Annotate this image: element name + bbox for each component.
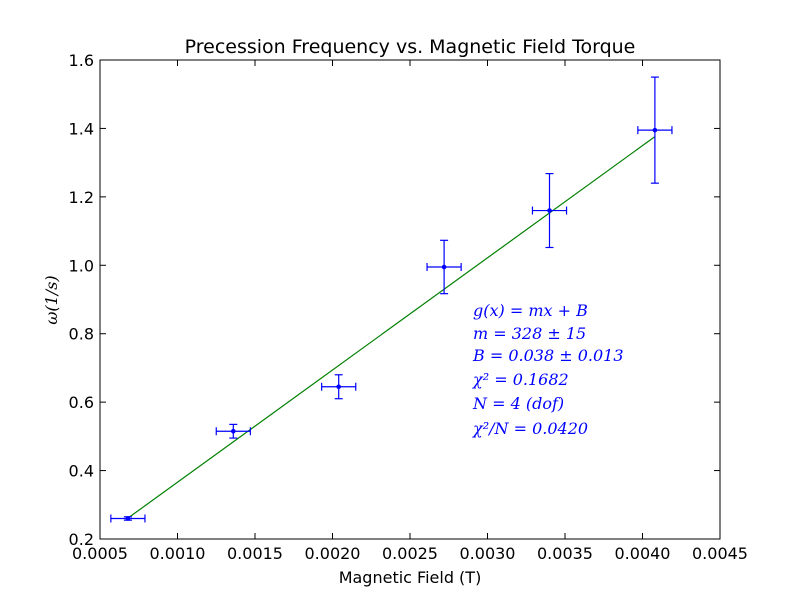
x-axis-label: Magnetic Field (T) <box>339 568 482 587</box>
y-tick-label: 0.6 <box>69 393 94 412</box>
data-marker <box>231 428 236 434</box>
data-point <box>110 514 146 523</box>
annotation-reduced-chi-square: χ²/N = 0.0420 <box>472 419 588 438</box>
x-tick-label: 0.0030 <box>460 544 516 563</box>
data-marker <box>125 516 131 521</box>
y-tick-label: 0.4 <box>69 462 94 481</box>
fit-line <box>127 136 656 519</box>
x-tick-label: 0.0015 <box>227 544 283 563</box>
x-tick-label: 0.0005 <box>72 544 128 563</box>
data-point <box>531 172 568 249</box>
annotation-fit-function: g(x) = mx + B <box>473 301 588 320</box>
x-tick-label: 0.0010 <box>150 544 206 563</box>
data-marker <box>336 384 342 390</box>
y-tick-label: 1.6 <box>69 51 94 70</box>
chart-title: Precession Frequency vs. Magnetic Field … <box>185 36 636 58</box>
data-marker <box>441 264 447 270</box>
data-marker <box>652 127 658 133</box>
x-tick-label: 0.0020 <box>305 544 361 563</box>
data-point <box>426 239 462 295</box>
data-point <box>215 423 251 439</box>
x-tick-label: 0.0045 <box>692 544 748 563</box>
y-tick-label: 1.0 <box>69 256 94 275</box>
y-tick-label: 0.8 <box>69 325 94 344</box>
annotation-intercept: B = 0.038 ± 0.013 <box>472 346 624 365</box>
x-tick-label: 0.0040 <box>615 544 671 563</box>
annotation-dof: N = 4 (dof) <box>472 394 564 413</box>
y-tick-label: 1.2 <box>69 188 94 207</box>
x-tick-label: 0.0025 <box>382 544 438 563</box>
x-tick-label: 0.0035 <box>537 544 593 563</box>
y-tick-label: 0.2 <box>69 530 94 549</box>
data-point <box>321 374 357 400</box>
y-axis-label: ω(1/s) <box>42 275 61 324</box>
data-marker <box>547 208 552 213</box>
data-point <box>637 76 673 184</box>
y-tick-label: 1.4 <box>69 119 94 138</box>
fit-annotation: g(x) = mx + B m = 328 ± 15 B = 0.038 ± 0… <box>472 301 624 438</box>
annotation-slope: m = 328 ± 15 <box>473 324 586 343</box>
annotation-chi-square: χ² = 0.1682 <box>472 370 569 389</box>
plot-frame <box>99 59 721 540</box>
